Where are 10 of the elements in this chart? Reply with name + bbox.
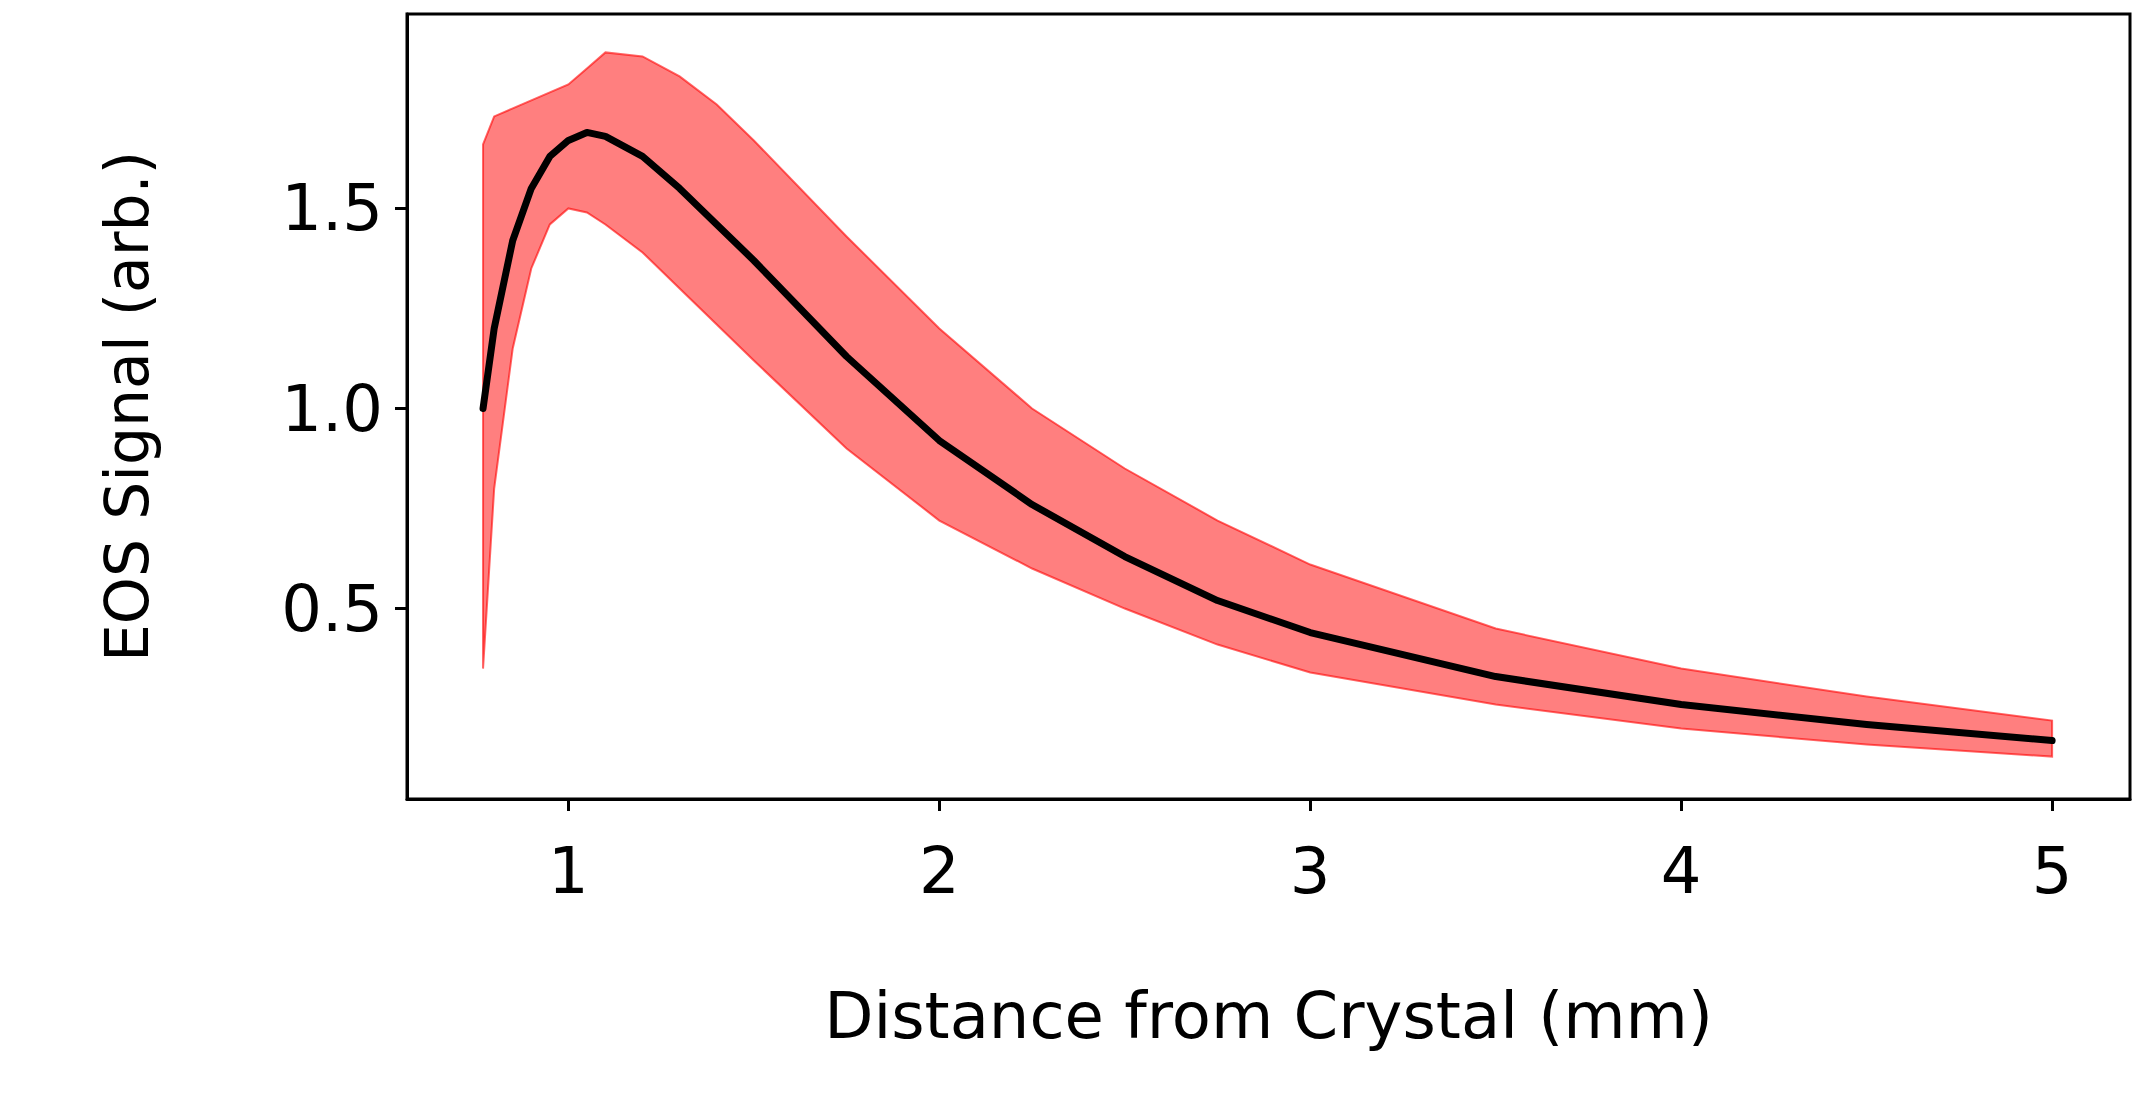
x-tick-label: 4 — [1660, 834, 1702, 908]
x-tick-label: 3 — [1289, 834, 1331, 908]
y-axis-title: EOS Signal (arb.) — [92, 150, 162, 663]
x-tick-label: 1 — [548, 834, 589, 908]
y-tick-label: 0.5 — [281, 571, 383, 646]
x-tick-label: 5 — [2031, 834, 2073, 908]
y-tick-label: 1.5 — [281, 171, 383, 246]
x-tick-label: 2 — [918, 834, 960, 908]
y-tick-label: 1.0 — [281, 371, 383, 446]
x-axis-title: Distance from Crystal (mm) — [824, 979, 1713, 1053]
